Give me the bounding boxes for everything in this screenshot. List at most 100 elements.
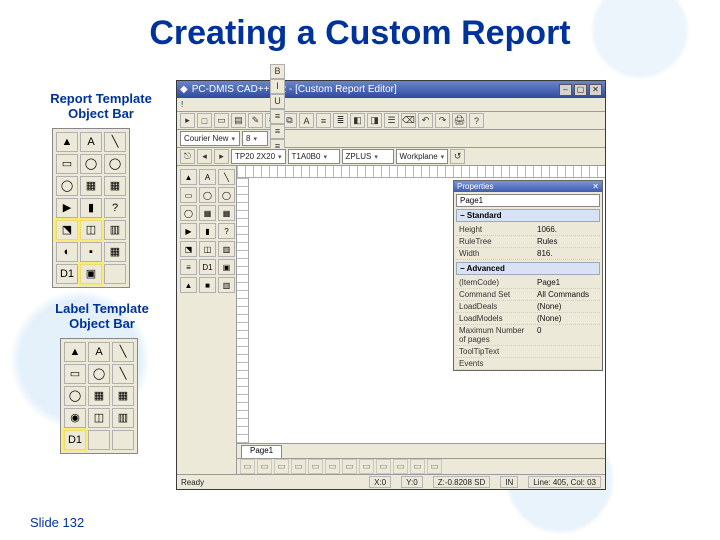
toolbar-button[interactable]: ◨ [367, 113, 382, 128]
palette-tool[interactable]: ◯ [80, 154, 102, 174]
toolbar-button[interactable]: ? [469, 113, 484, 128]
probe-button[interactable]: ⎋ [180, 149, 195, 164]
toolbar-button[interactable]: ☰ [384, 113, 399, 128]
prop-value[interactable] [534, 358, 600, 369]
palette-tool[interactable]: ◯ [56, 176, 78, 196]
palette-tool[interactable]: ◫ [199, 241, 216, 257]
toolbar-button[interactable]: ▤ [231, 113, 246, 128]
prop-value[interactable]: 0 [534, 325, 600, 345]
prop-value[interactable] [534, 346, 600, 357]
align-button[interactable]: ▭ [376, 459, 391, 474]
probe-button[interactable]: ▸ [214, 149, 229, 164]
prop-row[interactable]: LoadModels(None) [456, 313, 600, 325]
align-button[interactable]: ▭ [325, 459, 340, 474]
report-canvas[interactable]: Properties ✕ Page1 − StandardHeight1066.… [249, 178, 605, 443]
prop-row[interactable]: ToolTipText [456, 346, 600, 358]
palette-tool[interactable]: ▦ [112, 386, 134, 406]
palette-tool[interactable] [104, 264, 126, 284]
prop-value[interactable]: Rules [534, 236, 600, 247]
palette-tool[interactable]: ≡ [180, 259, 197, 275]
properties-close-icon[interactable]: ✕ [592, 182, 599, 191]
palette-tool[interactable]: ▥ [104, 220, 126, 240]
palette-tool[interactable] [112, 430, 134, 450]
prop-value[interactable]: Page1 [534, 277, 600, 288]
prop-value[interactable]: (None) [534, 301, 600, 312]
align-button[interactable]: ▭ [291, 459, 306, 474]
align-button[interactable]: ▭ [257, 459, 272, 474]
palette-tool[interactable]: ▭ [64, 364, 86, 384]
align-button[interactable]: ▭ [427, 459, 442, 474]
align-button[interactable]: ▭ [393, 459, 408, 474]
prop-row[interactable]: RuleTreeRules [456, 236, 600, 248]
palette-tool[interactable]: ▭ [180, 187, 197, 203]
toolbar-button[interactable]: A [299, 113, 314, 128]
properties-object-select[interactable]: Page1 [456, 194, 600, 207]
palette-tool[interactable]: ? [218, 223, 235, 239]
align-button[interactable]: ▭ [359, 459, 374, 474]
toolbar-button[interactable]: ↷ [435, 113, 450, 128]
prop-value[interactable]: (None) [534, 313, 600, 324]
probe-button[interactable]: ◂ [197, 149, 212, 164]
prop-row[interactable]: Maximum Number of pages0 [456, 325, 600, 346]
palette-tool[interactable]: ⬔ [180, 241, 197, 257]
palette-tool[interactable]: ▥ [112, 408, 134, 428]
font-dropdown[interactable]: Courier New [180, 131, 240, 146]
probe-button[interactable]: ↺ [450, 149, 465, 164]
toolbar-button[interactable]: ✎ [248, 113, 263, 128]
palette-tool[interactable]: ╲ [112, 364, 134, 384]
palette-tool[interactable]: ╲ [112, 342, 134, 362]
palette-tool[interactable]: ◫ [88, 408, 110, 428]
toolbar-button[interactable]: ▭ [214, 113, 229, 128]
align-button[interactable]: ▭ [342, 459, 357, 474]
prop-row[interactable]: Command SetAll Commands [456, 289, 600, 301]
palette-tool[interactable]: ▦ [104, 176, 126, 196]
align-button[interactable]: ▭ [274, 459, 289, 474]
fontsize-dropdown[interactable]: 8 [242, 131, 268, 146]
toolbar-button[interactable]: ⌫ [401, 113, 416, 128]
probe-dropdown[interactable]: ZPLUS [342, 149, 394, 164]
palette-tool[interactable]: ◫ [80, 220, 102, 240]
format-button[interactable]: ≡ [270, 109, 285, 124]
toolbar-button[interactable]: ↶ [418, 113, 433, 128]
palette-tool[interactable]: ▮ [199, 223, 216, 239]
palette-tool[interactable]: ◯ [180, 205, 197, 221]
prop-value[interactable]: 1066. [534, 224, 600, 235]
palette-tool[interactable]: ▥ [218, 277, 235, 293]
palette-tool[interactable]: ▲ [180, 169, 197, 185]
palette-tool[interactable]: ▲ [56, 132, 78, 152]
align-button[interactable]: ▭ [240, 459, 255, 474]
palette-tool[interactable]: A [80, 132, 102, 152]
maximize-button[interactable]: ▢ [574, 84, 587, 96]
palette-tool[interactable]: ◯ [64, 386, 86, 406]
palette-tool[interactable]: A [199, 169, 216, 185]
palette-tool[interactable]: ◯ [88, 364, 110, 384]
toolbar-button[interactable]: ≣ [333, 113, 348, 128]
palette-tool[interactable]: ▥ [218, 241, 235, 257]
palette-tool[interactable]: ╲ [104, 132, 126, 152]
prop-value[interactable]: 816. [534, 248, 600, 259]
palette-tool[interactable]: ◉ [64, 408, 86, 428]
format-button[interactable]: ≡ [270, 124, 285, 139]
palette-tool[interactable]: ▶ [56, 198, 78, 218]
palette-tool[interactable]: ◯ [199, 187, 216, 203]
close-button[interactable]: ✕ [589, 84, 602, 96]
menu-item[interactable]: ! [181, 100, 183, 109]
palette-tool[interactable]: ▪ [80, 242, 102, 262]
palette-tool[interactable]: ▲ [180, 277, 197, 293]
probe-dropdown[interactable]: TP20 2X20 [231, 149, 286, 164]
prop-group-header[interactable]: − Standard [456, 209, 600, 222]
align-button[interactable]: ▭ [410, 459, 425, 474]
palette-tool[interactable]: D1 [56, 264, 78, 284]
toolbar-button[interactable]: 🖨 [452, 113, 467, 128]
palette-tool[interactable]: ▣ [80, 264, 102, 284]
prop-row[interactable]: LoadDeals(None) [456, 301, 600, 313]
format-button[interactable]: B [270, 64, 285, 79]
palette-tool[interactable]: D1 [64, 430, 86, 450]
probe-dropdown[interactable]: T1A0B0 [288, 149, 340, 164]
align-button[interactable]: ▭ [308, 459, 323, 474]
prop-value[interactable]: All Commands [534, 289, 600, 300]
palette-tool[interactable]: ╲ [218, 169, 235, 185]
palette-tool[interactable]: A [88, 342, 110, 362]
palette-tool[interactable]: D1 [199, 259, 216, 275]
palette-tool[interactable]: ▦ [218, 205, 235, 221]
